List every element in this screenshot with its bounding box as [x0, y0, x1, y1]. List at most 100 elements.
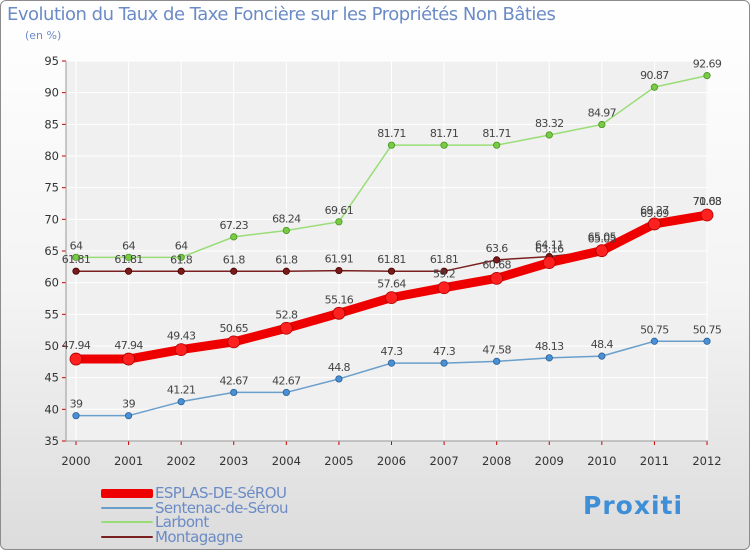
legend-item: Sentenac-de-Sérou	[101, 498, 289, 517]
data-label: 69.61	[325, 204, 354, 217]
legend-label: Montagagne	[155, 527, 243, 546]
y-tick-label: 75	[44, 181, 59, 195]
legend-swatch	[101, 506, 153, 509]
data-label: 71.03	[693, 195, 722, 208]
x-tick-label: 2004	[272, 454, 301, 468]
data-point	[230, 388, 238, 397]
x-tick-label: 2012	[692, 454, 721, 468]
data-point	[387, 141, 396, 149]
data-label: 81.71	[430, 127, 459, 140]
data-point	[385, 291, 398, 305]
data-point	[72, 253, 80, 261]
legend-label: Larbont	[155, 513, 209, 531]
data-point	[493, 256, 501, 264]
data-label: 50.75	[640, 323, 669, 336]
data-label: 39	[122, 398, 135, 411]
data-label: 84.97	[588, 107, 617, 120]
data-point	[650, 83, 659, 91]
data-point	[124, 267, 133, 275]
legend-item: ESPLAS-DE-SéROU	[101, 484, 287, 502]
y-tick-label: 60	[44, 276, 59, 290]
data-point	[227, 335, 241, 349]
data-label: 90.87	[640, 69, 669, 82]
data-point	[177, 253, 185, 261]
data-label: 48.4	[591, 338, 614, 351]
y-tick-label: 80	[44, 149, 59, 163]
legend-label: Sentenac-de-Sérou	[155, 498, 289, 517]
data-point	[700, 208, 714, 222]
y-tick-label: 35	[44, 434, 59, 448]
data-point	[72, 412, 80, 420]
legend-swatch	[101, 535, 153, 538]
data-point	[174, 343, 188, 357]
data-point	[335, 218, 343, 226]
data-point	[440, 267, 448, 275]
data-point	[440, 359, 448, 367]
data-label: 50.75	[693, 323, 722, 336]
data-point	[335, 375, 343, 383]
data-label: 61.81	[430, 253, 459, 266]
y-tick-label: 95	[44, 54, 59, 68]
data-label: 64	[122, 239, 135, 252]
data-label: 63.16	[535, 243, 564, 256]
data-point	[545, 131, 553, 139]
data-label: 60.68	[482, 258, 511, 271]
data-label: 47.94	[114, 339, 143, 352]
y-tick-label: 55	[44, 307, 59, 321]
data-label: 47.3	[433, 345, 456, 358]
data-label: 42.67	[220, 374, 249, 387]
data-point	[648, 217, 661, 231]
data-label: 55.16	[325, 293, 354, 306]
data-point	[177, 267, 185, 275]
data-point	[595, 244, 609, 258]
data-label: 81.71	[482, 127, 511, 140]
data-label: 50.65	[220, 322, 249, 335]
x-tick-label: 2005	[324, 454, 353, 468]
data-point	[279, 321, 293, 335]
data-point	[177, 398, 185, 406]
data-point	[282, 388, 290, 397]
data-label: 69.27	[640, 204, 669, 217]
legend-swatch	[101, 488, 153, 498]
data-label: 65.05	[588, 233, 617, 246]
data-label: 47.58	[482, 343, 511, 356]
data-point	[332, 306, 346, 320]
data-label: 61.8	[275, 253, 298, 266]
data-label: 92.69	[693, 58, 722, 71]
x-tick-label: 2010	[587, 454, 616, 468]
data-label: 41.21	[167, 384, 196, 397]
data-label: 57.64	[377, 278, 406, 291]
y-tick-label: 85	[44, 117, 59, 131]
data-label: 83.32	[535, 117, 564, 130]
data-label: 52.8	[275, 308, 298, 321]
data-point	[230, 267, 238, 275]
data-label: 70.68	[693, 195, 722, 208]
data-point	[122, 352, 135, 366]
data-point	[124, 412, 133, 420]
data-label: 61.8	[170, 253, 193, 266]
data-point	[437, 281, 451, 295]
data-point	[493, 141, 501, 149]
data-point	[542, 256, 556, 270]
data-point	[598, 352, 606, 360]
data-label: 61.81	[377, 253, 406, 266]
data-label: 81.71	[377, 127, 406, 140]
y-tick-label: 50	[44, 339, 59, 353]
x-tick-label: 2009	[535, 454, 564, 468]
data-label: 68.24	[272, 212, 301, 225]
legend-item: Montagagne	[101, 527, 243, 546]
data-point	[545, 354, 553, 362]
proxiti-logo: Proxiti	[583, 491, 684, 520]
x-tick-label: 2006	[377, 454, 406, 468]
data-label: 49.43	[167, 330, 196, 343]
data-label: 64	[175, 239, 188, 252]
y-tick-label: 90	[44, 86, 59, 100]
x-tick-label: 2002	[167, 454, 196, 468]
data-point	[69, 352, 83, 366]
legend-label: ESPLAS-DE-SéROU	[155, 484, 287, 502]
data-point	[703, 337, 711, 345]
data-point	[282, 267, 290, 275]
data-label: 47.94	[62, 339, 91, 352]
